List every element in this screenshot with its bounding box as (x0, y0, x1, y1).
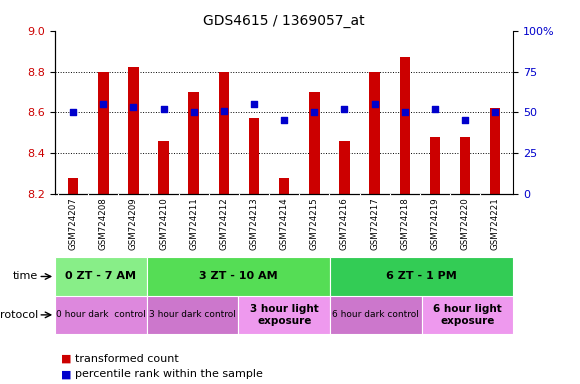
Bar (238, 296, 330, 334)
Text: 0 hour dark  control: 0 hour dark control (56, 310, 146, 319)
Point (249, 101, 259, 107)
Bar (188, 92, 199, 194)
Point (400, 109, 409, 115)
Text: percentile rank within the sample: percentile rank within the sample (75, 369, 263, 379)
Bar (460, 137, 470, 194)
Text: protocol: protocol (0, 310, 38, 320)
Text: GSM724217: GSM724217 (370, 197, 379, 250)
Point (340, 106, 349, 112)
Bar (219, 71, 229, 194)
Bar (339, 141, 350, 194)
Text: GSM724219: GSM724219 (430, 197, 440, 250)
Text: GSM724211: GSM724211 (189, 197, 198, 250)
Text: 0 ZT - 7 AM: 0 ZT - 7 AM (66, 271, 136, 281)
Bar (400, 57, 410, 194)
Point (430, 106, 440, 112)
Bar (490, 108, 501, 194)
Point (68, 109, 78, 115)
Bar (147, 296, 238, 334)
Text: ■: ■ (61, 369, 75, 379)
Text: GSM724207: GSM724207 (68, 197, 78, 250)
Text: 3 ZT - 10 AM: 3 ZT - 10 AM (199, 271, 278, 281)
Bar (430, 137, 440, 194)
Point (159, 106, 168, 112)
Point (491, 109, 500, 115)
Text: 6 ZT - 1 PM: 6 ZT - 1 PM (386, 271, 457, 281)
Point (370, 101, 379, 107)
Bar (128, 68, 139, 194)
Bar (158, 141, 169, 194)
Point (310, 109, 319, 115)
Point (219, 108, 229, 114)
Point (280, 118, 289, 124)
Point (189, 109, 198, 115)
Text: time: time (13, 271, 38, 281)
Text: GSM724208: GSM724208 (99, 197, 108, 250)
Bar (309, 92, 320, 194)
Text: GSM724220: GSM724220 (461, 197, 470, 250)
Bar (55, 296, 147, 334)
Text: ■: ■ (61, 354, 75, 364)
Text: GSM724213: GSM724213 (249, 197, 259, 250)
Bar (98, 71, 108, 194)
Bar (249, 118, 259, 194)
Text: GSM724218: GSM724218 (400, 197, 409, 250)
Bar (147, 257, 330, 296)
Point (99, 101, 108, 107)
Text: transformed count: transformed count (75, 354, 179, 364)
Text: 3 hour light
exposure: 3 hour light exposure (250, 304, 318, 326)
Point (129, 104, 138, 111)
Bar (330, 296, 422, 334)
Title: GDS4615 / 1369057_at: GDS4615 / 1369057_at (204, 14, 365, 28)
Text: GSM724215: GSM724215 (310, 197, 319, 250)
Text: GSM724216: GSM724216 (340, 197, 349, 250)
Bar (422, 296, 513, 334)
Text: 3 hour dark control: 3 hour dark control (149, 310, 236, 319)
Bar (55, 257, 147, 296)
Bar (369, 71, 380, 194)
Text: 6 hour dark control: 6 hour dark control (332, 310, 419, 319)
Text: GSM724214: GSM724214 (280, 197, 289, 250)
Text: 6 hour light
exposure: 6 hour light exposure (433, 304, 502, 326)
Text: GSM724210: GSM724210 (159, 197, 168, 250)
Bar (279, 178, 289, 194)
Point (461, 118, 470, 124)
Text: GSM724212: GSM724212 (219, 197, 229, 250)
Bar (330, 257, 513, 296)
Text: GSM724221: GSM724221 (491, 197, 500, 250)
Bar (68, 178, 78, 194)
Text: GSM724209: GSM724209 (129, 197, 138, 250)
